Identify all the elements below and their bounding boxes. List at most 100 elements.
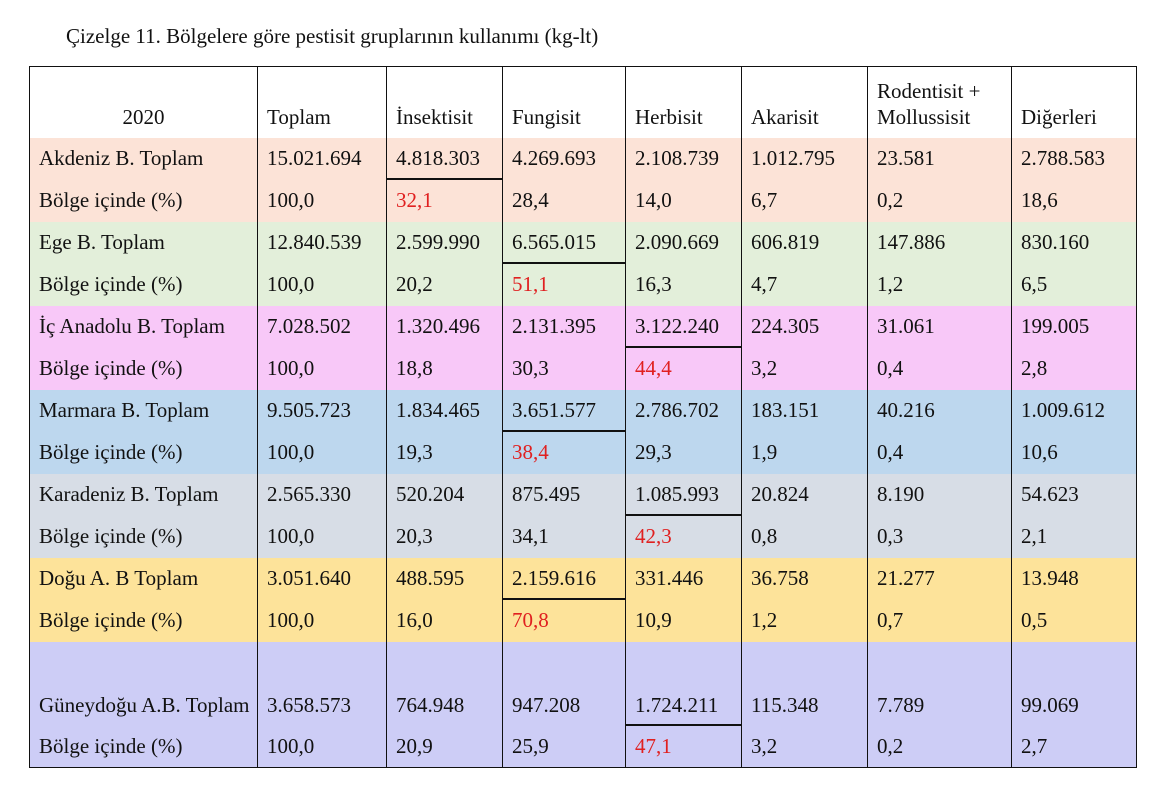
cell-herbisit: 331.446	[625, 557, 742, 600]
cell-herbisit: 10,9	[625, 599, 742, 642]
table-row-akdeniz-total: Akdeniz B. Toplam 15.021.694 4.818.303 4…	[29, 137, 1137, 180]
row-label: Bölge içinde (%)	[39, 272, 183, 296]
table-row-akdeniz-percent: Bölge içinde (%) 100,0 32,1 28,4 14,0 6,…	[29, 179, 1137, 222]
cell-digerleri: 54.623	[1011, 473, 1137, 516]
header-insektisit: İnsektisit	[386, 66, 503, 138]
cell-rodentisit: 40.216	[867, 389, 1012, 432]
header-akarisit: Akarisit	[741, 66, 868, 138]
cell-fungisit: 28,4	[502, 179, 626, 222]
cell-herbisit-highlight: 44,4	[625, 347, 742, 390]
cell-herbisit-highlight: 47,1	[625, 725, 742, 768]
cell-herbisit: 3.122.240	[625, 305, 742, 348]
cell-toplam: 7.028.502	[257, 305, 387, 348]
row-label: Bölge içinde (%)	[39, 608, 183, 632]
cell-rodentisit: 0,2	[867, 179, 1012, 222]
cell-akarisit: 1,9	[741, 431, 868, 474]
table-caption: Çizelge 11. Bölgelere göre pestisit grup…	[66, 24, 599, 48]
cell-digerleri: 10,6	[1011, 431, 1137, 474]
cell-toplam: 100,0	[257, 515, 387, 558]
cell-akarisit: 1.012.795	[741, 137, 868, 180]
row-label: Akdeniz B. Toplam	[39, 146, 204, 170]
cell-rodentisit: 0,7	[867, 599, 1012, 642]
cell-fungisit: 875.495	[502, 473, 626, 516]
cell-akarisit: 606.819	[741, 221, 868, 264]
cell-insektisit: 4.818.303	[386, 137, 503, 180]
cell-toplam: 12.840.539	[257, 221, 387, 264]
row-label: Bölge içinde (%)	[39, 440, 183, 464]
cell-fungisit: 947.208	[502, 641, 626, 726]
cell-toplam: 3.051.640	[257, 557, 387, 600]
cell-insektisit: 488.595	[386, 557, 503, 600]
cell-insektisit: 20,3	[386, 515, 503, 558]
cell-herbisit: 14,0	[625, 179, 742, 222]
cell-fungisit-highlight: 51,1	[502, 263, 626, 306]
cell-insektisit: 1.834.465	[386, 389, 503, 432]
cell-toplam: 100,0	[257, 431, 387, 474]
row-label: Ege B. Toplam	[39, 230, 165, 254]
table-row-karadeniz-total: Karadeniz B. Toplam 2.565.330 520.204 87…	[29, 473, 1137, 516]
cell-herbisit-highlight: 42,3	[625, 515, 742, 558]
cell-fungisit: 2.159.616	[502, 557, 626, 600]
cell-akarisit: 115.348	[741, 641, 868, 726]
cell-toplam: 9.505.723	[257, 389, 387, 432]
cell-digerleri: 0,5	[1011, 599, 1137, 642]
cell-digerleri: 18,6	[1011, 179, 1137, 222]
row-label: Bölge içinde (%)	[39, 356, 183, 380]
header-toplam: Toplam	[257, 66, 387, 138]
cell-digerleri: 99.069	[1011, 641, 1137, 726]
cell-fungisit: 6.565.015	[502, 221, 626, 264]
cell-fungisit: 4.269.693	[502, 137, 626, 180]
table-row-marmara-total: Marmara B. Toplam 9.505.723 1.834.465 3.…	[29, 389, 1137, 432]
cell-fungisit-highlight: 70,8	[502, 599, 626, 642]
table-row-dogu-percent: Bölge içinde (%) 100,0 16,0 70,8 10,9 1,…	[29, 599, 1137, 642]
cell-fungisit: 30,3	[502, 347, 626, 390]
cell-insektisit: 20,9	[386, 725, 503, 768]
cell-toplam: 100,0	[257, 179, 387, 222]
cell-digerleri: 13.948	[1011, 557, 1137, 600]
cell-herbisit: 2.786.702	[625, 389, 742, 432]
cell-akarisit: 1,2	[741, 599, 868, 642]
cell-digerleri: 2.788.583	[1011, 137, 1137, 180]
cell-akarisit: 4,7	[741, 263, 868, 306]
cell-fungisit: 3.651.577	[502, 389, 626, 432]
cell-digerleri: 2,7	[1011, 725, 1137, 768]
table-row-guneydogu-percent: Bölge içinde (%) 100,0 20,9 25,9 47,1 3,…	[29, 725, 1137, 768]
cell-toplam: 100,0	[257, 263, 387, 306]
cell-herbisit: 2.090.669	[625, 221, 742, 264]
cell-akarisit: 36.758	[741, 557, 868, 600]
table-row-ic-anadolu-total: İç Anadolu B. Toplam 7.028.502 1.320.496…	[29, 305, 1137, 348]
cell-rodentisit: 0,4	[867, 431, 1012, 474]
cell-rodentisit: 7.789	[867, 641, 1012, 726]
cell-toplam: 3.658.573	[257, 641, 387, 726]
table-row-karadeniz-percent: Bölge içinde (%) 100,0 20,3 34,1 42,3 0,…	[29, 515, 1137, 558]
table-row-ege-percent: Bölge içinde (%) 100,0 20,2 51,1 16,3 4,…	[29, 263, 1137, 306]
cell-insektisit: 520.204	[386, 473, 503, 516]
cell-digerleri: 830.160	[1011, 221, 1137, 264]
cell-digerleri: 2,1	[1011, 515, 1137, 558]
row-label: Bölge içinde (%)	[39, 524, 183, 548]
cell-insektisit: 19,3	[386, 431, 503, 474]
table-row-marmara-percent: Bölge içinde (%) 100,0 19,3 38,4 29,3 1,…	[29, 431, 1137, 474]
row-label: İç Anadolu B. Toplam	[39, 314, 225, 338]
cell-fungisit-highlight: 38,4	[502, 431, 626, 474]
cell-rodentisit: 0,4	[867, 347, 1012, 390]
cell-akarisit: 20.824	[741, 473, 868, 516]
table-row-ege-total: Ege B. Toplam 12.840.539 2.599.990 6.565…	[29, 221, 1137, 264]
row-label: Karadeniz B. Toplam	[39, 482, 219, 506]
cell-herbisit: 2.108.739	[625, 137, 742, 180]
cell-rodentisit: 0,3	[867, 515, 1012, 558]
cell-akarisit: 0,8	[741, 515, 868, 558]
cell-akarisit: 183.151	[741, 389, 868, 432]
cell-rodentisit: 21.277	[867, 557, 1012, 600]
cell-akarisit: 6,7	[741, 179, 868, 222]
cell-rodentisit: 147.886	[867, 221, 1012, 264]
cell-insektisit: 1.320.496	[386, 305, 503, 348]
cell-fungisit: 34,1	[502, 515, 626, 558]
cell-toplam: 15.021.694	[257, 137, 387, 180]
header-year: 2020	[122, 104, 165, 129]
table-row-guneydogu-total: Güneydoğu A.B. Toplam 3.658.573 764.948 …	[29, 641, 1137, 726]
cell-fungisit: 2.131.395	[502, 305, 626, 348]
cell-digerleri: 2,8	[1011, 347, 1137, 390]
cell-herbisit: 16,3	[625, 263, 742, 306]
cell-toplam: 2.565.330	[257, 473, 387, 516]
